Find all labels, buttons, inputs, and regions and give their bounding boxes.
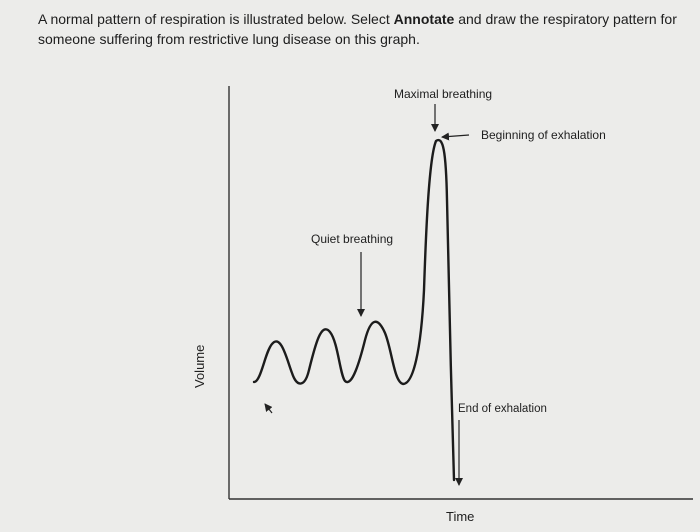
end-exhalation-label: End of exhalation xyxy=(458,403,547,415)
maximal-breathing-label: Maximal breathing xyxy=(394,87,492,101)
beginning-exhalation-label: Beginning of exhalation xyxy=(481,128,606,142)
start-arrow xyxy=(264,403,273,414)
annotate-keyword: Annotate xyxy=(393,11,455,27)
question-text: A normal pattern of respiration is illus… xyxy=(38,9,688,49)
y-axis-label: Volume xyxy=(192,345,207,388)
beginning-exhalation-arrow xyxy=(441,132,470,141)
question-text-after: and draw the respiratory pattern for som… xyxy=(38,11,677,47)
x-axis-label: Time xyxy=(446,509,474,524)
quiet-breathing-label: Quiet breathing xyxy=(311,232,393,246)
question-text-before: A normal pattern of respiration is illus… xyxy=(38,11,394,27)
respiration-curve xyxy=(252,138,456,482)
